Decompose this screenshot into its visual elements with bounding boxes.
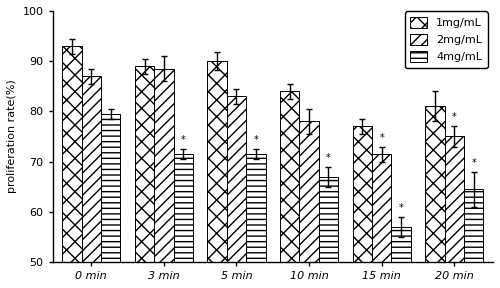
Bar [280, 91, 299, 262]
Bar [82, 76, 101, 262]
Legend: 1mg/mL, 2mg/mL, 4mg/mL: 1mg/mL, 2mg/mL, 4mg/mL [405, 12, 487, 68]
Text: *: * [380, 132, 384, 143]
Bar [372, 154, 392, 262]
Bar [101, 114, 120, 262]
Bar [300, 122, 319, 262]
Bar [319, 177, 338, 262]
Text: *: * [326, 153, 331, 163]
Text: *: * [398, 203, 404, 213]
Text: *: * [181, 135, 186, 145]
Bar [62, 46, 82, 262]
Bar [208, 61, 227, 262]
Bar [392, 227, 411, 262]
Bar [246, 154, 266, 262]
Text: *: * [254, 135, 258, 145]
Bar [352, 126, 372, 262]
Bar [464, 189, 483, 262]
Bar [444, 137, 464, 262]
Bar [154, 69, 174, 262]
Text: *: * [472, 158, 476, 168]
Y-axis label: proliferation rate(%): proliferation rate(%) [7, 79, 17, 193]
Bar [135, 66, 154, 262]
Text: *: * [452, 112, 456, 122]
Bar [426, 106, 444, 262]
Bar [227, 96, 246, 262]
Bar [174, 154, 193, 262]
